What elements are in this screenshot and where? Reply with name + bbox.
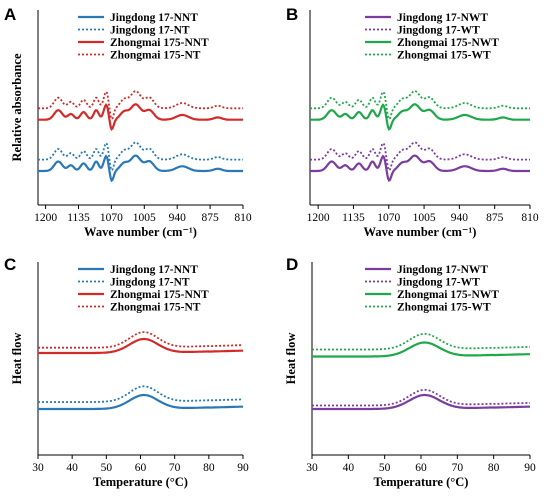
legend-label: Zhongmai 175-WT (397, 302, 491, 314)
series-line (310, 103, 530, 131)
series-line (312, 332, 530, 351)
series-line (310, 154, 530, 183)
x-axis-label: Wave number (cm⁻¹) (84, 225, 197, 239)
x-tick-label: 1200 (34, 212, 57, 224)
x-tick-label: 810 (234, 212, 252, 224)
x-tick-label: 40 (343, 462, 355, 474)
x-tick-label: 1200 (307, 212, 330, 224)
x-tick-label: 50 (101, 462, 113, 474)
x-tick-label: 940 (169, 212, 187, 224)
series-line (310, 141, 530, 172)
x-tick-label: 70 (169, 462, 181, 474)
x-tick-label: 30 (32, 462, 44, 474)
y-axis-label: Heat flow (284, 333, 298, 385)
x-tick-label: 90 (237, 462, 249, 474)
panel-letter: B (286, 5, 298, 24)
panel-c: C 30 40 50 60 70 80 90 Temperature (°C) Heat flow… (4, 255, 249, 489)
x-axis-label: Wave number (cm⁻¹) (364, 225, 477, 239)
legend-label: Jingdong 17-WT (397, 277, 480, 289)
legend-label: Jingdong 17-NT (110, 25, 190, 37)
series-line (310, 90, 530, 121)
x-tick-label: 1135 (67, 212, 90, 224)
x-tick-label: 60 (135, 462, 147, 474)
legend-label: Zhongmai 175-WT (397, 50, 491, 62)
legend-label: Zhongmai 175-NWT (397, 37, 499, 49)
x-tick-label: 875 (486, 212, 504, 224)
legend-label: Zhongmai 175-NNT (110, 37, 209, 49)
series-line (312, 388, 530, 407)
series-line (38, 331, 243, 349)
legend-label: Zhongmai 175-NNT (110, 289, 209, 301)
legend-label: Jingdong 17-NNT (110, 12, 198, 24)
x-tick-label: 1070 (377, 212, 400, 224)
x-tick-label: 30 (306, 462, 318, 474)
legend-label: Zhongmai 175-NT (110, 50, 201, 62)
legend-label: Jingdong 17-NT (110, 277, 190, 289)
series-line (38, 90, 243, 121)
x-tick-label: 40 (66, 462, 78, 474)
legend-label: Jingdong 17-NNT (110, 264, 198, 276)
panel-letter: A (4, 5, 16, 24)
series-line (38, 103, 243, 131)
x-axis-label: Temperature (°C) (93, 475, 188, 489)
panel-b: B 1200 1135 1070 1005 940 875 810 Wave number (c… (286, 5, 539, 239)
series-line (38, 337, 244, 355)
x-axis-label: Temperature (°C) (374, 475, 469, 489)
legend-label: Zhongmai 175-NWT (397, 289, 499, 301)
x-tick-label: 810 (521, 212, 539, 224)
legend-label: Jingdong 17-WT (397, 25, 480, 37)
panel-letter: C (4, 255, 16, 274)
legend-label: Jingdong 17-NWT (397, 264, 488, 276)
series-line (312, 393, 531, 411)
series-line (312, 341, 531, 358)
series-line (38, 393, 244, 411)
series-line (38, 141, 243, 172)
panel-a: A 1200 1135 1070 1005 940 875 810 Wave number (c… (4, 5, 252, 239)
x-tick-label: 940 (451, 212, 469, 224)
x-tick-label: 1005 (133, 212, 156, 224)
series-line (38, 154, 243, 183)
x-tick-label: 80 (488, 462, 500, 474)
x-tick-label: 875 (201, 212, 219, 224)
y-axis-label: Heat flow (10, 333, 24, 385)
x-tick-label: 1070 (100, 212, 123, 224)
panel-d: D 30 40 50 60 70 80 90 Temperature (°C) Heat flow… (284, 255, 536, 489)
x-tick-label: 70 (452, 462, 464, 474)
x-tick-label: 1005 (413, 212, 436, 224)
x-tick-label: 90 (524, 462, 536, 474)
x-tick-label: 80 (203, 462, 215, 474)
x-tick-label: 60 (415, 462, 427, 474)
panel-letter: D (286, 255, 298, 274)
legend-label: Zhongmai 175-NT (110, 302, 201, 314)
x-tick-label: 1135 (342, 212, 365, 224)
y-axis-label: Relative absorbance (10, 53, 24, 161)
x-tick-label: 50 (379, 462, 391, 474)
series-line (38, 385, 243, 403)
legend-label: Jingdong 17-NWT (397, 12, 488, 24)
